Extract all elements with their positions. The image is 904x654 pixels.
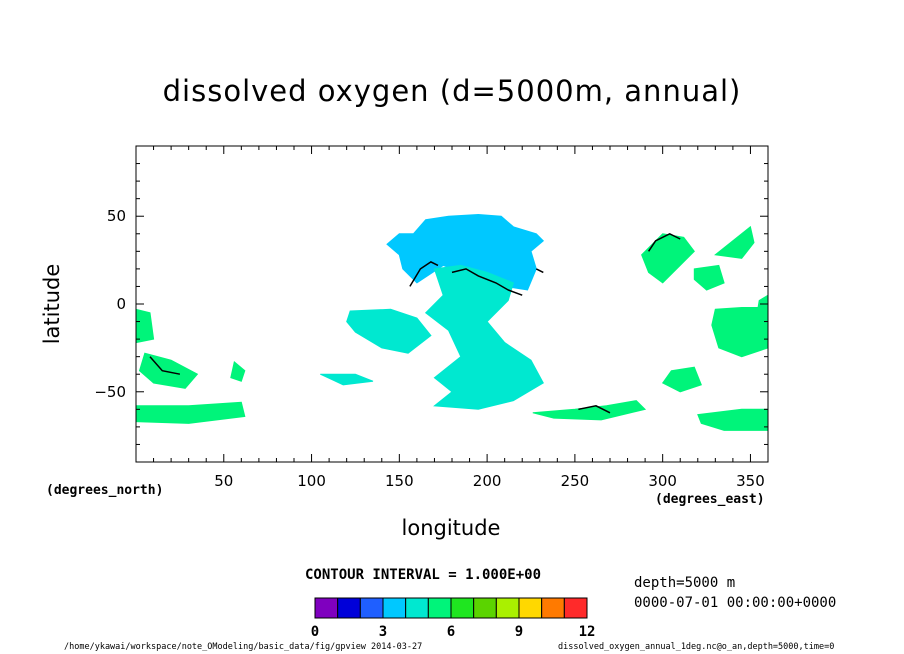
region-3-part-0	[532, 400, 647, 421]
colorbar-tick-label: 3	[379, 624, 387, 640]
y-tick-label: −50	[94, 383, 126, 401]
region-2-part-3	[230, 360, 246, 382]
contour-line-2	[535, 268, 544, 274]
colorbar-swatch	[337, 597, 361, 619]
x-tick-label: 200	[473, 472, 502, 490]
chart-title: dissolved oxygen (d=5000m, annual)	[162, 74, 742, 108]
colorbar-swatch	[450, 597, 475, 619]
x-tick-label: 300	[648, 472, 677, 490]
x-axis-label-text: longitude	[401, 516, 501, 540]
colorbar-swatch	[541, 597, 565, 619]
contour-lines	[149, 232, 681, 414]
x-axis-label: longitude	[0, 516, 904, 540]
x-tick-label: 150	[385, 472, 414, 490]
colorbar-swatch	[563, 597, 588, 619]
region-1-part-2	[320, 373, 374, 386]
y-axis-unit: (degrees_north)	[46, 483, 164, 498]
x-tick-label: 50	[214, 472, 233, 490]
x-tick-label: 350	[736, 472, 765, 490]
region-0-part-0	[386, 213, 545, 291]
contour-interval: CONTOUR INTERVAL = 1.000E+00	[305, 567, 542, 583]
y-tick-label: 0	[116, 295, 126, 313]
axis-ticks: 50 100 150 200 250 300 350 50 0 −50	[94, 146, 768, 490]
region-2-part-2	[138, 352, 199, 389]
contour-line-1	[451, 268, 523, 296]
colorbar-tick-label: 6	[447, 624, 455, 640]
region-4-part-2	[714, 225, 755, 259]
colorbar-swatch	[427, 597, 452, 619]
colorbar-swatch	[314, 597, 339, 619]
region-3-part-1	[697, 408, 769, 431]
colorbar-swatch	[495, 597, 520, 619]
colorbar-swatch	[359, 597, 384, 619]
region-3-part-2	[661, 366, 702, 393]
colorbar-swatch	[405, 597, 429, 619]
contour-line-0	[409, 261, 439, 287]
colorbar: 0 3 6 9 12	[311, 597, 596, 640]
region-2-part-1	[135, 308, 155, 344]
contour-line-4	[647, 232, 681, 252]
colorbar-swatch	[382, 597, 407, 619]
y-tick-label: 50	[107, 207, 126, 225]
colorbar-tick-label: 12	[579, 624, 596, 640]
region-4-part-0	[641, 233, 695, 284]
contour-line-3	[578, 405, 611, 414]
colorbar-tick-label: 9	[515, 624, 523, 640]
footer-left: /home/ykawai/workspace/note_OModeling/ba…	[64, 642, 423, 652]
map-fill	[135, 213, 769, 431]
region-1-part-1	[346, 308, 432, 354]
contour-line-5	[149, 356, 181, 375]
x-tick-label: 100	[297, 472, 326, 490]
colorbar-swatch	[518, 597, 543, 619]
x-axis-unit: (degrees_east)	[655, 492, 765, 507]
region-4-part-1	[693, 264, 725, 291]
region-1-part-0	[424, 264, 544, 410]
x-tick-label: 250	[561, 472, 590, 490]
footer-right: dissolved_oxygen_annual_1deg.nc@o_an,dep…	[558, 642, 835, 652]
colorbar-swatch	[473, 597, 497, 619]
region-2-part-0	[135, 401, 246, 424]
region-5-part-0	[711, 307, 769, 358]
depth-text: depth=5000 m	[634, 575, 736, 591]
time-text: 0000-07-01 00:00:00+0000	[634, 595, 837, 611]
colorbar-tick-label: 0	[311, 624, 319, 640]
